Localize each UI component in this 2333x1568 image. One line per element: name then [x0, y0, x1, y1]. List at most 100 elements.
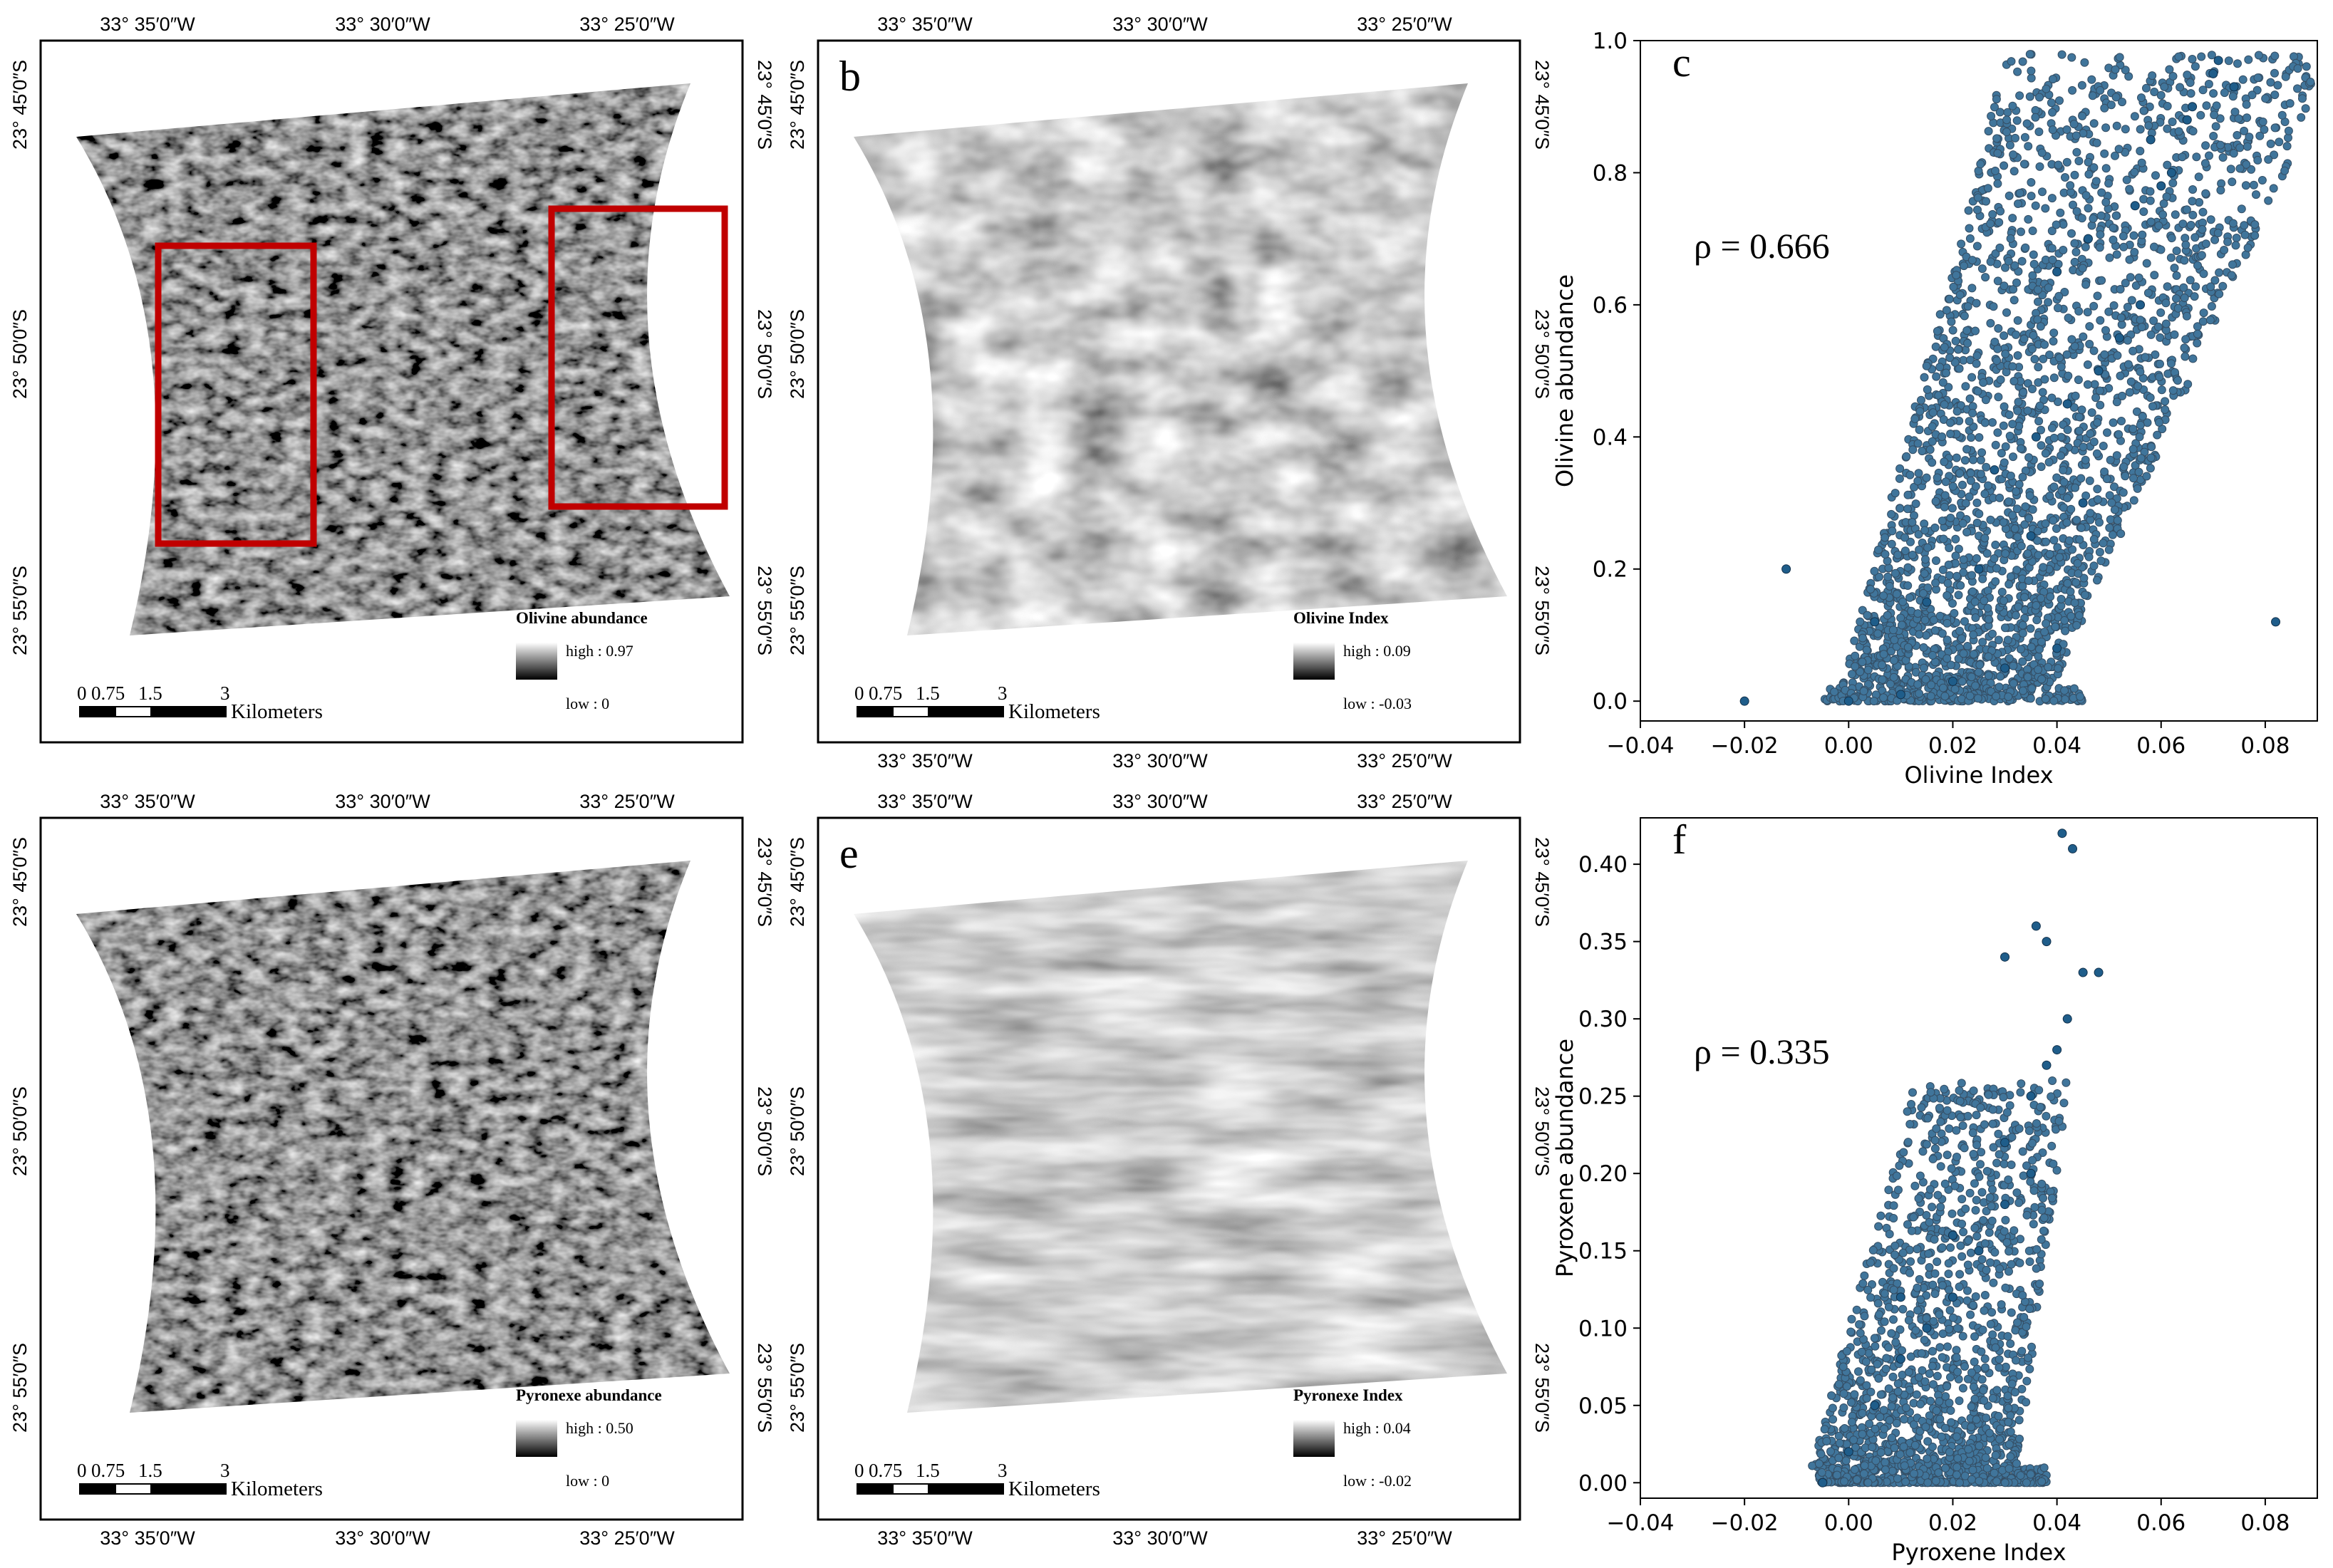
cloud-point	[2025, 50, 2034, 59]
cloud-point	[2089, 301, 2099, 311]
cloud-point	[1980, 489, 1990, 499]
cloud-point	[2017, 541, 2026, 551]
legend-low: low : -0.02	[1343, 1472, 1412, 1490]
cloud-point	[1995, 218, 2004, 227]
cloud-point	[1963, 338, 1972, 348]
cloud-point	[2061, 173, 2069, 182]
north-arrow-label: N	[121, 71, 130, 85]
cloud-point	[1958, 480, 1967, 489]
north-arrow-icon	[894, 863, 904, 895]
cloud-point	[1875, 1310, 1884, 1319]
x-tick-label: 0.06	[2136, 733, 2185, 759]
data-point	[1947, 1230, 1957, 1240]
cloud-point	[2078, 111, 2087, 120]
map-raster	[854, 83, 1507, 635]
cloud-point	[2146, 330, 2156, 339]
cloud-point	[2037, 148, 2047, 157]
cloud-point	[1972, 351, 1982, 360]
cloud-point	[2060, 616, 2069, 625]
cloud-point	[1943, 1342, 1952, 1351]
cloud-point	[2069, 120, 2079, 129]
cloud-point	[1885, 680, 1895, 689]
cloud-point	[2000, 1227, 2009, 1236]
scale-tick: 0.75	[91, 1460, 125, 1481]
scatter-panel-c: −0.04 −0.02 0.00 0.02 0.04 0.06 0.080.00.20.40…	[1551, 28, 2318, 789]
cloud-point	[1950, 608, 1959, 618]
cloud-point	[1869, 697, 1878, 706]
cloud-point	[1955, 1270, 1965, 1279]
y-tick-label: 0.10	[1578, 1316, 1628, 1341]
cloud-point	[2042, 619, 2051, 628]
cloud-point	[2212, 101, 2221, 110]
cloud-point	[2121, 66, 2130, 75]
cloud-point	[1910, 1469, 1918, 1478]
cloud-point	[1877, 1326, 1885, 1335]
cloud-point	[2089, 119, 2099, 128]
cloud-point	[1996, 375, 2005, 384]
data-point	[1843, 696, 1853, 706]
cloud-point	[1985, 1228, 1994, 1237]
cloud-point	[2037, 1205, 2047, 1215]
lon-tick-top: 33° 35′0″W	[100, 791, 195, 812]
cloud-point	[1930, 1136, 1940, 1145]
cloud-point	[2181, 240, 2190, 249]
cloud-point	[1882, 1354, 1891, 1363]
cloud-point	[2181, 352, 2190, 361]
cloud-point	[2093, 576, 2101, 585]
cloud-point	[1923, 385, 1932, 394]
cloud-point	[1992, 564, 2001, 573]
cloud-point	[1900, 533, 1910, 542]
cloud-point	[1943, 1106, 1952, 1115]
cloud-point	[1957, 677, 1967, 686]
cloud-point	[1834, 1453, 1843, 1463]
data-point	[2000, 952, 2010, 962]
cloud-point	[1985, 1193, 1995, 1202]
cloud-point	[2240, 126, 2249, 135]
cloud-point	[2088, 91, 2097, 100]
cloud-point	[1990, 1468, 1999, 1478]
cloud-point	[1915, 425, 1924, 435]
lat-tick-right: 23° 50′0″S	[754, 1086, 775, 1176]
cloud-point	[1945, 544, 1954, 552]
cloud-point	[2284, 126, 2293, 135]
cloud-point	[2048, 255, 2057, 264]
cloud-point	[1995, 1435, 2004, 1444]
scale-bar-segment	[79, 1483, 116, 1495]
cloud-point	[1954, 345, 1962, 354]
cloud-point	[1856, 617, 1865, 626]
cloud-point	[2149, 316, 2158, 326]
scale-bar-segment	[150, 706, 227, 717]
cloud-point	[1949, 1313, 1957, 1322]
cloud-point	[2055, 353, 2064, 363]
cloud-point	[1891, 1338, 1900, 1347]
cloud-point	[1993, 276, 2002, 286]
cloud-point	[1931, 1476, 1940, 1485]
cloud-point	[1839, 1403, 1848, 1412]
scale-bar-segment	[857, 1483, 894, 1495]
point-cloud	[1820, 50, 2315, 706]
data-point	[1974, 564, 1984, 574]
cloud-point	[1908, 445, 1918, 455]
cloud-point	[2142, 472, 2151, 481]
cloud-point	[1900, 1415, 1909, 1424]
cloud-point	[2022, 1478, 2031, 1487]
cloud-point	[1910, 414, 1920, 423]
cloud-point	[1842, 1346, 1851, 1356]
cloud-point	[2270, 90, 2280, 100]
cloud-point	[2180, 256, 2189, 265]
lat-tick-left: 23° 50′0″S	[787, 1086, 808, 1176]
cloud-point	[1884, 1302, 1893, 1312]
cloud-point	[2096, 556, 2106, 566]
cloud-point	[1944, 1259, 1953, 1268]
cloud-point	[2025, 1304, 2034, 1314]
cloud-point	[1972, 298, 1981, 308]
cloud-point	[2205, 316, 2215, 325]
cloud-point	[2224, 56, 2233, 66]
cloud-point	[2049, 337, 2058, 346]
cloud-point	[1863, 611, 1872, 620]
cloud-point	[1969, 1382, 1978, 1391]
cloud-point	[2049, 328, 2059, 338]
cloud-point	[2059, 1099, 2069, 1108]
cloud-point	[1924, 1249, 1933, 1258]
lat-tick-right: 23° 55′0″S	[754, 566, 775, 655]
